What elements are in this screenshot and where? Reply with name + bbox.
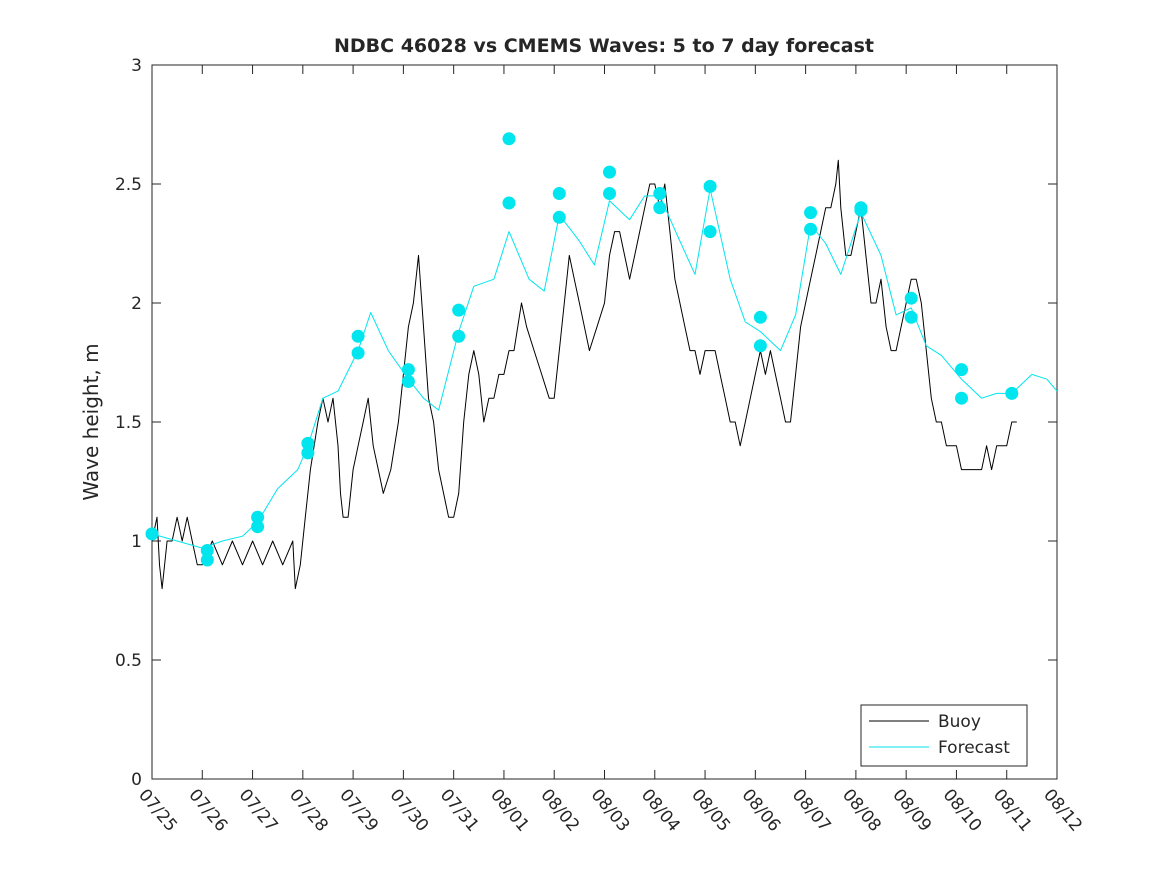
forecast-marker bbox=[603, 187, 616, 200]
forecast-marker bbox=[854, 201, 868, 215]
forecast-marker bbox=[502, 196, 516, 210]
y-tick-label: 1.5 bbox=[115, 413, 142, 433]
forecast-marker bbox=[301, 446, 315, 460]
forecast-marker bbox=[251, 510, 265, 524]
forecast-marker bbox=[703, 179, 717, 193]
forecast-marker bbox=[804, 206, 818, 220]
forecast-marker bbox=[1005, 386, 1019, 400]
forecast-marker bbox=[301, 436, 315, 450]
legend-box bbox=[860, 704, 1028, 767]
forecast-marker bbox=[502, 132, 516, 146]
forecast-marker bbox=[753, 339, 767, 353]
forecast-marker bbox=[351, 329, 365, 343]
forecast-marker bbox=[351, 346, 365, 360]
series-line-buoy bbox=[151, 159, 1017, 590]
forecast-marker bbox=[251, 520, 265, 534]
legend-label-buoy: Buoy bbox=[938, 712, 981, 732]
forecast-marker bbox=[401, 375, 415, 388]
forecast-marker bbox=[452, 329, 466, 343]
forecast-marker bbox=[552, 210, 566, 224]
forecast-marker bbox=[200, 553, 214, 567]
forecast-marker bbox=[753, 310, 767, 324]
forecast-marker bbox=[955, 391, 968, 405]
forecast-marker bbox=[552, 187, 566, 200]
forecast-marker bbox=[603, 165, 616, 179]
y-tick-label: 0 bbox=[131, 770, 142, 790]
forecast-marker bbox=[452, 303, 466, 317]
forecast-marker bbox=[804, 222, 818, 236]
forecast-marker bbox=[653, 187, 667, 200]
legend: Buoy Forecast bbox=[860, 704, 1028, 767]
y-tick-label: 0.5 bbox=[115, 651, 142, 671]
forecast-marker bbox=[145, 527, 159, 541]
chart-title: NDBC 46028 vs CMEMS Waves: 5 to 7 day fo… bbox=[334, 35, 874, 57]
forecast-marker bbox=[955, 363, 968, 377]
forecast-marker bbox=[904, 291, 918, 305]
y-tick-label: 1 bbox=[131, 532, 142, 552]
y-tick-label: 2.5 bbox=[115, 175, 142, 195]
forecast-marker bbox=[653, 201, 667, 215]
forecast-marker bbox=[401, 363, 415, 377]
y-tick-label: 3 bbox=[131, 56, 142, 76]
legend-label-forecast: Forecast bbox=[938, 738, 1010, 758]
y-axis-label: Wave height, m bbox=[79, 343, 103, 500]
forecast-marker bbox=[703, 225, 717, 239]
forecast-marker bbox=[200, 544, 214, 557]
y-tick-label: 2 bbox=[131, 294, 142, 314]
forecast-marker bbox=[904, 310, 918, 324]
